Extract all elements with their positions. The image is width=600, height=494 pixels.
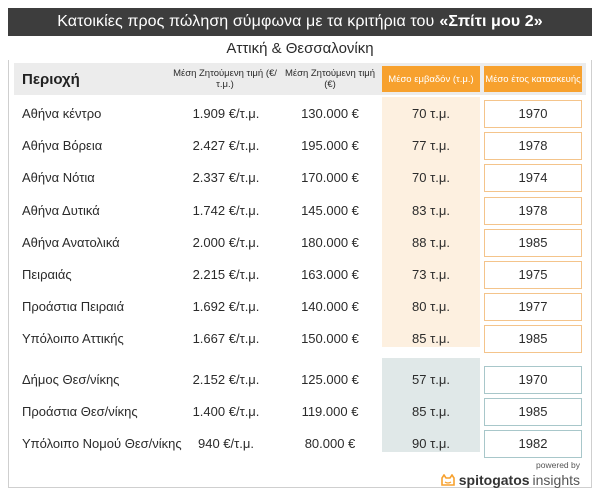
cell-area: 80 τ.μ. <box>412 299 450 315</box>
cell-year: 1975 <box>484 261 582 289</box>
cell-area: 88 τ.μ. <box>412 234 450 250</box>
cell-price-sqm: 940 €/τ.μ. <box>198 436 254 451</box>
cell-price-sqm: 1.742 €/τ.μ. <box>192 202 260 218</box>
cell-region: Προάστια Πειραιά <box>22 299 125 315</box>
table-row: Αθήνα κέντρο 1.909 €/τ.μ. 130.000 € 70 τ.μ.… <box>0 99 600 129</box>
cell-year: 1985 <box>484 397 582 426</box>
table-row: Πειραιάς 2.215 €/τ.μ. 163.000 € 73 τ.μ. 1975 <box>0 260 600 290</box>
cell-region: Αθήνα Νότια <box>22 170 95 186</box>
cell-price-sqm: 1.400 €/τ.μ. <box>192 403 260 419</box>
cell-region: Δήμος Θεσ/νίκης <box>22 371 120 387</box>
cell-price-total: 195.000 € <box>301 138 359 154</box>
cell-price-sqm: 2.427 €/τ.μ. <box>192 138 260 154</box>
cell-price-total: 180.000 € <box>301 234 359 250</box>
cell-price-sqm: 2.337 €/τ.μ. <box>192 170 260 186</box>
header-area: Μέσο εμβαδόν (τ.μ.) <box>382 66 480 92</box>
cell-price-total: 125.000 € <box>301 371 359 387</box>
cell-price-sqm: 2.152 €/τ.μ. <box>192 371 260 387</box>
title-text: Κατοικίες προς πώληση σύμφωνα με τα κριτ… <box>57 13 435 30</box>
header-price-sqm: Μέση Ζητούμενη τιμή (€/τ.μ.) <box>173 68 277 90</box>
cell-area: 90 τ.μ. <box>412 436 450 451</box>
footer: powered by spitogatos insights <box>440 460 580 488</box>
brand-suffix: insights <box>532 472 580 488</box>
cell-region: Υπόλοιπο Νομού Θεσ/νίκης <box>22 436 182 451</box>
header-price-total: Μέση Ζητούμενη τιμή (€) <box>284 68 376 90</box>
table-row: Αθήνα Βόρεια 2.427 €/τ.μ. 195.000 € 77 τ.μ.… <box>0 131 600 161</box>
cell-year: 1974 <box>484 164 582 193</box>
cell-region: Υπόλοιπο Αττικής <box>22 331 124 347</box>
table-row: Αθήνα Νότια 2.337 €/τ.μ. 170.000 € 70 τ.μ. 1… <box>0 163 600 193</box>
cell-price-total: 145.000 € <box>301 202 359 218</box>
cell-area: 85 τ.μ. <box>412 331 450 347</box>
area-band-attica <box>382 97 480 347</box>
title-highlight: «Σπίτι μου 2» <box>439 13 543 30</box>
header-year: Μέσο έτος κατασκευής <box>484 66 582 92</box>
cell-price-total: 150.000 € <box>301 331 359 347</box>
cell-price-total: 140.000 € <box>301 299 359 315</box>
cell-area: 70 τ.μ. <box>412 106 450 121</box>
cell-region: Αθήνα Ανατολικά <box>22 234 120 250</box>
table-row: Αθήνα Ανατολικά 2.000 €/τ.μ. 180.000 € 88 τ… <box>0 228 600 258</box>
table-frame <box>8 60 592 488</box>
cell-price-total: 80.000 € <box>304 436 356 451</box>
cell-price-sqm: 1.692 €/τ.μ. <box>192 299 260 315</box>
spitogatos-cat-icon <box>440 474 455 486</box>
cell-area: 70 τ.μ. <box>412 170 450 186</box>
powered-by-text: powered by <box>536 460 580 470</box>
brand-name: spitogatos <box>458 472 530 488</box>
title-bar: Κατοικίες προς πώληση σύμφωνα με τα κριτ… <box>8 8 592 36</box>
table-row: Υπόλοιπο Νομού Θεσ/νίκης 940 €/τ.μ. 80.000… <box>0 429 600 459</box>
table-row: Υπόλοιπο Αττικής 1.667 €/τ.μ. 150.000 € 85 … <box>0 324 600 354</box>
cell-year: 1970 <box>484 100 582 128</box>
cell-region: Αθήνα κέντρο <box>22 106 102 121</box>
cell-area: 85 τ.μ. <box>412 403 450 419</box>
cell-area: 57 τ.μ. <box>412 371 450 387</box>
cell-price-sqm: 2.000 €/τ.μ. <box>192 234 260 250</box>
cell-year: 1985 <box>484 325 582 354</box>
table-row: Αθήνα Δυτικά 1.742 €/τ.μ. 145.000 € 83 τ.μ.… <box>0 196 600 226</box>
table-row: Δήμος Θεσ/νίκης 2.152 €/τ.μ. 125.000 € 57 τ… <box>0 365 600 395</box>
cell-region: Αθήνα Δυτικά <box>22 202 100 218</box>
brand-logo: spitogatos insights <box>440 472 580 488</box>
cell-year: 1978 <box>484 132 582 161</box>
cell-year: 1977 <box>484 293 582 322</box>
table-row: Προάστια Θεσ/νίκης 1.400 €/τ.μ. 119.000 € 8… <box>0 397 600 427</box>
cell-year: 1985 <box>484 228 582 257</box>
area-band-thessaloniki <box>382 358 480 452</box>
cell-price-total: 130.000 € <box>301 106 359 121</box>
cell-region: Πειραιάς <box>22 267 72 282</box>
cell-price-sqm: 2.215 €/τ.μ. <box>192 267 260 282</box>
cell-price-total: 170.000 € <box>301 170 359 186</box>
cell-area: 77 τ.μ. <box>412 138 450 154</box>
table-row: Προάστια Πειραιά 1.692 €/τ.μ. 140.000 € 80 … <box>0 292 600 322</box>
cell-area: 73 τ.μ. <box>412 267 450 282</box>
cell-region: Προάστια Θεσ/νίκης <box>22 403 138 419</box>
cell-price-sqm: 1.667 €/τ.μ. <box>192 331 260 347</box>
cell-price-total: 119.000 € <box>301 403 359 419</box>
cell-price-total: 163.000 € <box>301 267 359 282</box>
cell-region: Αθήνα Βόρεια <box>22 138 103 154</box>
subtitle: Αττική & Θεσσαλονίκη <box>226 40 374 57</box>
cell-year: 1970 <box>484 365 582 394</box>
header-region: Περιοχή <box>22 70 80 88</box>
cell-year: 1982 <box>484 430 582 458</box>
cell-year: 1978 <box>484 196 582 225</box>
cell-area: 83 τ.μ. <box>412 202 450 218</box>
cell-price-sqm: 1.909 €/τ.μ. <box>192 106 260 121</box>
